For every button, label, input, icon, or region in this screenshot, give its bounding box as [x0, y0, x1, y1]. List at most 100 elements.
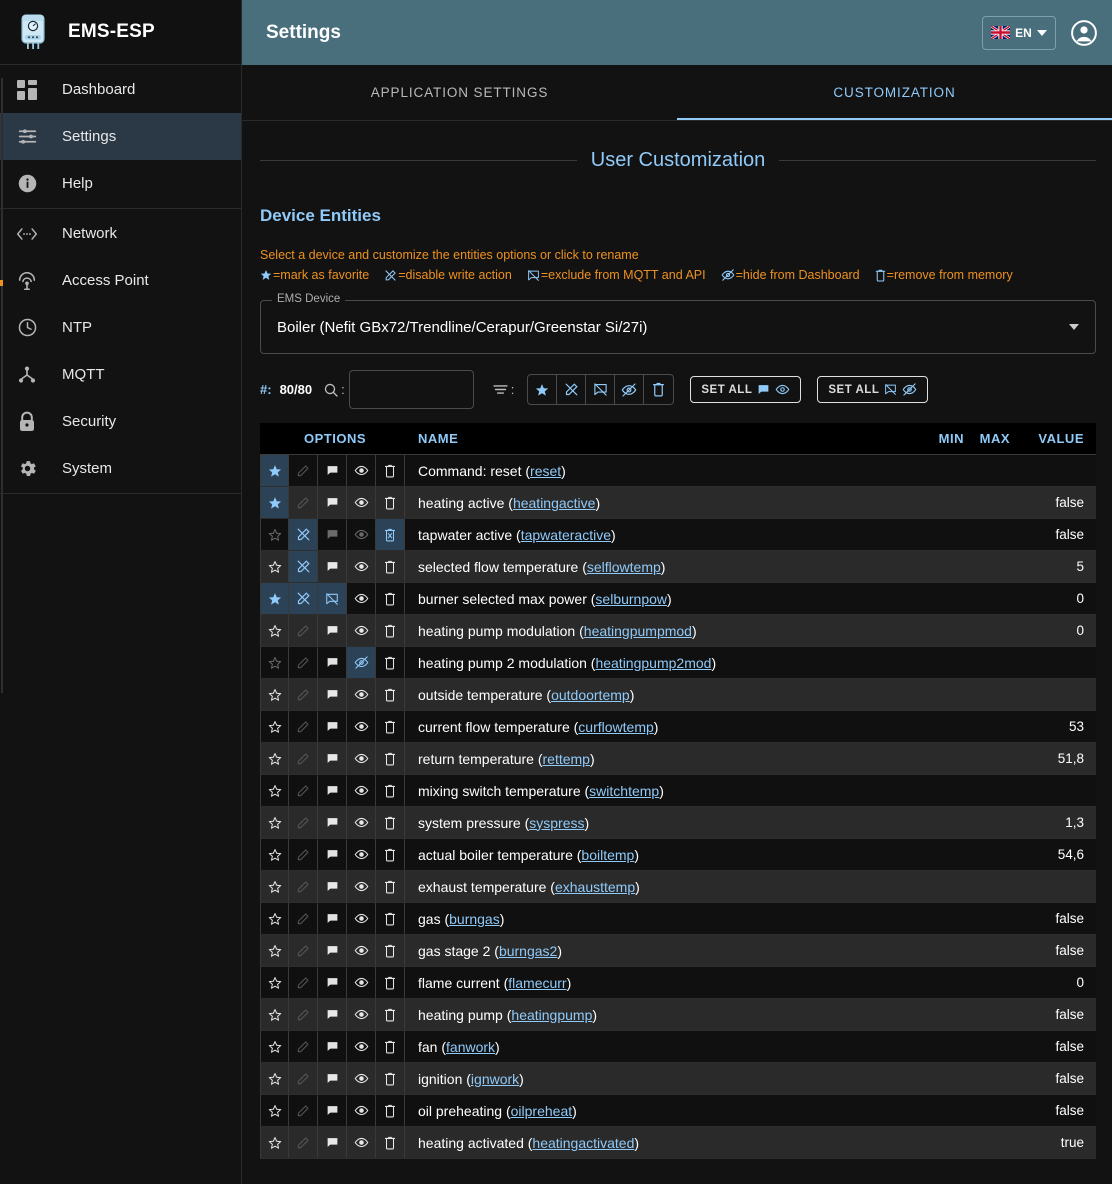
eye-on-icon[interactable] [347, 1127, 376, 1158]
ems-device-select[interactable]: EMS Device Boiler (Nefit GBx72/Trendline… [260, 293, 1096, 354]
edit-pencil-icon[interactable] [289, 839, 318, 870]
entity-key-link[interactable]: outdoortemp [551, 686, 630, 703]
entity-name[interactable]: heating active (heatingactive) [418, 494, 601, 511]
mqtt-on-icon[interactable] [318, 743, 347, 774]
eye-on-icon[interactable] [347, 871, 376, 902]
entity-name[interactable]: flame current (flamecurr) [418, 974, 572, 991]
favorite-icon[interactable] [260, 1031, 289, 1062]
mqtt-on-icon[interactable] [318, 839, 347, 870]
delete-icon[interactable] [376, 775, 405, 806]
edit-pencil-icon[interactable] [289, 807, 318, 838]
eye-on-icon[interactable] [347, 935, 376, 966]
delete-icon[interactable] [376, 871, 405, 902]
entity-key-link[interactable]: heatingpump [511, 1006, 593, 1023]
tab-customization[interactable]: CUSTOMIZATION [677, 65, 1112, 120]
no-write-icon[interactable] [289, 551, 318, 582]
filter-no-mqtt-toggle[interactable] [586, 375, 616, 404]
entity-name[interactable]: Command: reset (reset) [418, 462, 566, 479]
table-row[interactable]: heating pump (heatingpump) false [260, 999, 1096, 1031]
entity-key-link[interactable]: switchtemp [589, 782, 660, 799]
edit-pencil-icon[interactable] [289, 743, 318, 774]
entity-key-link[interactable]: syspress [529, 814, 585, 831]
favorite-icon[interactable] [260, 807, 289, 838]
table-row[interactable]: gas (burngas) false [260, 903, 1096, 935]
entity-key-link[interactable]: flamecurr [508, 974, 567, 991]
edit-pencil-icon[interactable] [289, 1031, 318, 1062]
edit-pencil-icon[interactable] [289, 935, 318, 966]
favorite-icon[interactable] [260, 967, 289, 998]
mqtt-on-icon[interactable] [318, 615, 347, 646]
table-row[interactable]: oil preheating (oilpreheat) false [260, 1095, 1096, 1127]
entity-key-link[interactable]: selflowtemp [586, 558, 661, 575]
edit-pencil-icon[interactable] [289, 967, 318, 998]
entity-key-link[interactable]: heatingpump2mod [595, 654, 712, 671]
table-row[interactable]: gas stage 2 (burngas2) false [260, 935, 1096, 967]
entity-name[interactable]: gas stage 2 (burngas2) [418, 942, 562, 959]
entity-name[interactable]: return temperature (rettemp) [418, 750, 595, 767]
edit-pencil-icon[interactable] [289, 711, 318, 742]
edit-pencil-icon[interactable] [289, 871, 318, 902]
entity-key-link[interactable]: ignwork [470, 1070, 520, 1087]
delete-icon[interactable] [376, 519, 405, 550]
table-row[interactable]: heating activated (heatingactivated) true [260, 1127, 1096, 1159]
table-row[interactable]: system pressure (syspress) 1,3 [260, 807, 1096, 839]
delete-icon[interactable] [376, 1127, 405, 1158]
no-write-icon[interactable] [289, 583, 318, 614]
entity-name[interactable]: current flow temperature (curflowtemp) [418, 718, 659, 735]
entity-key-link[interactable]: curflowtemp [578, 718, 654, 735]
entity-name[interactable]: fan (fanwork) [418, 1038, 500, 1055]
mqtt-on-icon[interactable] [318, 487, 347, 518]
set-all-hide-button[interactable]: SET ALL [817, 376, 929, 403]
eye-on-icon[interactable] [347, 519, 376, 550]
mqtt-on-icon[interactable] [318, 967, 347, 998]
entity-name[interactable]: exhaust temperature (exhausttemp) [418, 878, 640, 895]
entity-key-link[interactable]: reset [530, 462, 562, 479]
edit-pencil-icon[interactable] [289, 903, 318, 934]
favorite-icon[interactable] [260, 871, 289, 902]
edit-pencil-icon[interactable] [289, 647, 318, 678]
filter-readonly-toggle[interactable] [557, 375, 587, 404]
no-write-icon[interactable] [289, 519, 318, 550]
entity-name[interactable]: selected flow temperature (selflowtemp) [418, 558, 666, 575]
table-row[interactable]: actual boiler temperature (boiltemp) 54,6 [260, 839, 1096, 871]
sidebar-item-system[interactable]: System [0, 445, 241, 492]
edit-pencil-icon[interactable] [289, 487, 318, 518]
entity-key-link[interactable]: fanwork [446, 1038, 496, 1055]
entity-name[interactable]: mixing switch temperature (switchtemp) [418, 782, 664, 799]
eye-off-icon[interactable] [347, 647, 376, 678]
edit-pencil-icon[interactable] [289, 455, 318, 486]
delete-icon[interactable] [376, 487, 405, 518]
delete-icon[interactable] [376, 1095, 405, 1126]
entity-key-link[interactable]: selburnpow [595, 590, 668, 607]
account-circle-icon[interactable] [1070, 19, 1098, 47]
edit-pencil-icon[interactable] [289, 1127, 318, 1158]
mqtt-on-icon[interactable] [318, 935, 347, 966]
mqtt-on-icon[interactable] [318, 1127, 347, 1158]
entity-key-link[interactable]: burngas2 [498, 942, 558, 959]
delete-icon[interactable] [376, 1063, 405, 1094]
table-row[interactable]: tapwater active (tapwateractive) false [260, 519, 1096, 551]
delete-icon[interactable] [376, 1031, 405, 1062]
delete-icon[interactable] [376, 583, 405, 614]
table-row[interactable]: burner selected max power (selburnpow) 0 [260, 583, 1096, 615]
eye-on-icon[interactable] [347, 743, 376, 774]
entity-name[interactable]: tapwater active (tapwateractive) [418, 526, 616, 543]
entity-key-link[interactable]: heatingactive [512, 494, 596, 511]
table-row[interactable]: flame current (flamecurr) 0 [260, 967, 1096, 999]
delete-icon[interactable] [376, 679, 405, 710]
edit-pencil-icon[interactable] [289, 775, 318, 806]
eye-on-icon[interactable] [347, 967, 376, 998]
no-mqtt-icon[interactable] [318, 583, 347, 614]
eye-on-icon[interactable] [347, 1095, 376, 1126]
sidebar-item-ntp[interactable]: NTP [0, 304, 241, 351]
mqtt-on-icon[interactable] [318, 1063, 347, 1094]
sidebar-item-network[interactable]: Network [0, 210, 241, 257]
entity-key-link[interactable]: boiltemp [581, 846, 635, 863]
table-row[interactable]: heating pump modulation (heatingpumpmod)… [260, 615, 1096, 647]
mqtt-on-icon[interactable] [318, 999, 347, 1030]
favorite-icon[interactable] [260, 903, 289, 934]
table-row[interactable]: return temperature (rettemp) 51,8 [260, 743, 1096, 775]
table-row[interactable]: heating active (heatingactive) false [260, 487, 1096, 519]
entity-name[interactable]: heating pump modulation (heatingpumpmod) [418, 622, 697, 639]
entity-key-link[interactable]: oilpreheat [510, 1102, 573, 1119]
